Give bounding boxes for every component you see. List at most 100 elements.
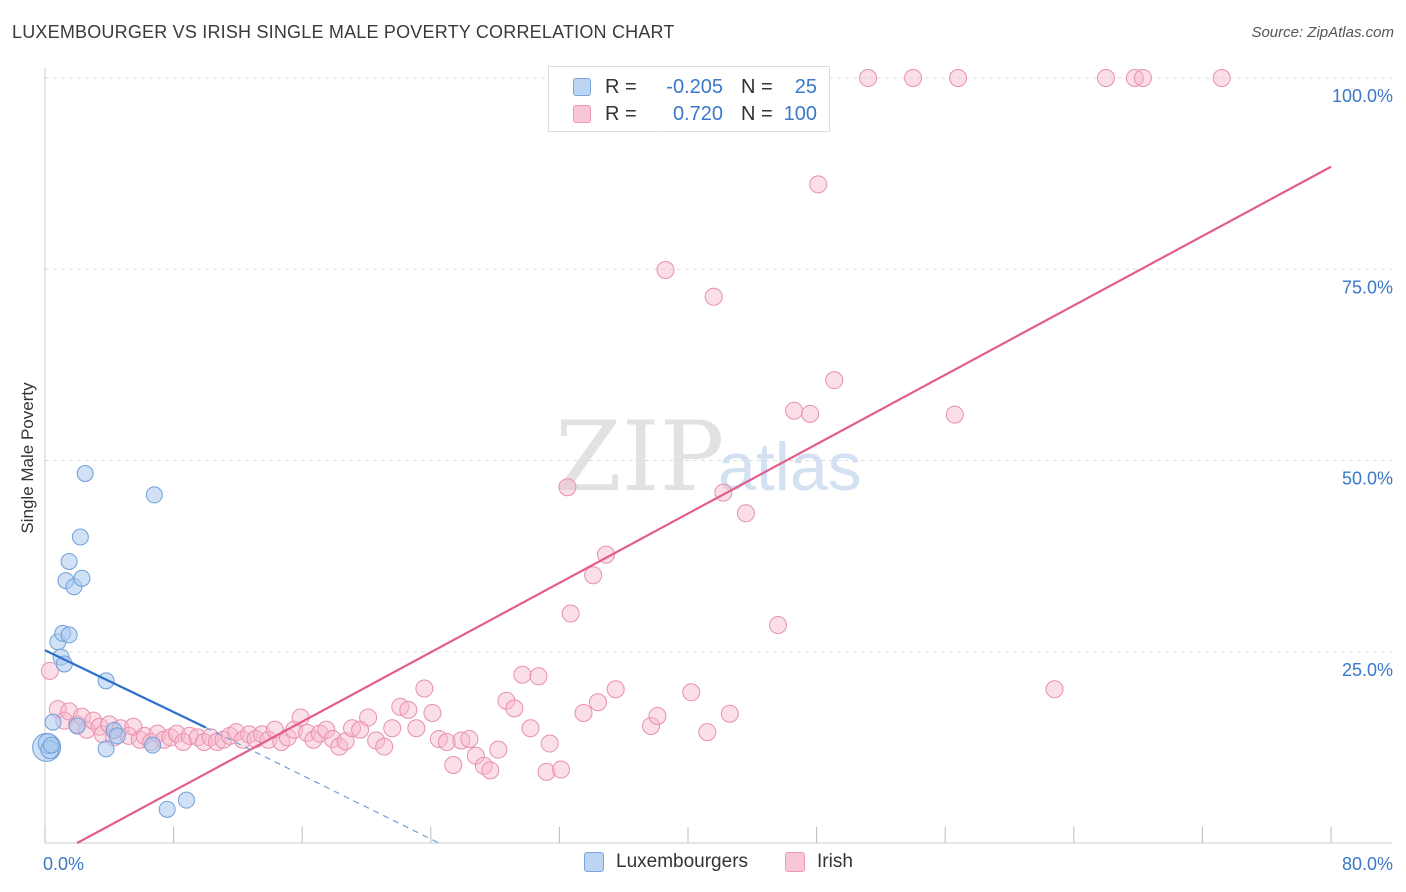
lux-point [44,713,62,731]
irish-point [298,723,317,742]
irish-point [40,661,59,680]
y-tick-label: 25.0% [1342,660,1393,680]
lux-trend-line [44,649,207,729]
irish-point [801,404,820,423]
irish-point [529,667,548,686]
irish-point [648,707,667,726]
tick-labels: 25.0% 50.0% 75.0% 100.0% 0.0% 80.0% [43,86,1393,874]
irish-point [407,719,426,738]
irish-point [588,693,607,712]
irish-point [336,732,355,751]
lux-point [177,791,195,809]
lux-point [158,800,176,818]
irish-point [904,69,923,87]
irish-point [1045,680,1064,699]
irish-point [540,734,559,753]
irish-point [481,761,500,780]
legend-r-label: R = [605,75,637,98]
x-tick-label: 80.0% [1342,854,1393,874]
irish-point [460,729,479,748]
lux-point [97,672,115,690]
irish-points [40,69,1231,781]
watermark-zip: ZIP [555,401,724,513]
y-tick-label: 75.0% [1342,277,1393,297]
irish-point [825,371,844,390]
irish-point [505,699,524,718]
irish-point [375,737,394,756]
watermark-atlas: atlas [718,429,862,505]
lux-point [71,528,89,546]
irish-point [949,69,968,87]
irish-point [474,756,493,775]
trend-lines [44,165,1332,844]
legend-row-irish: R = 0.720 N = 100 [573,100,817,128]
irish-point [704,287,723,306]
grid [45,77,1392,653]
irish-point [240,725,259,744]
legend-n-label: N = [741,75,773,98]
legend-item-luxembourgers[interactable]: Luxembourgers [584,851,748,873]
irish-point [584,566,603,585]
irish-point [1212,69,1231,87]
legend-label-irish: Irish [817,851,853,872]
irish-point [736,504,755,523]
lux-point [42,736,60,754]
irish-point [682,683,701,702]
irish-point [552,760,571,779]
irish-point [859,69,878,87]
irish-point [656,261,675,280]
lux-point [144,736,162,754]
irish-point [1096,69,1115,87]
irish-point [383,719,402,738]
legend-item-irish[interactable]: Irish [785,851,853,873]
irish-point [720,704,739,723]
irish-point [574,703,593,722]
legend-r-label: R = [605,102,637,125]
irish-point [513,665,532,684]
legend-r-value: -0.205 [666,75,723,98]
irish-point [606,680,625,699]
irish-point [489,740,508,759]
legend-swatch-lux [584,852,604,872]
irish-point [558,478,577,497]
irish-point [188,728,207,747]
y-tick-label: 100.0% [1332,86,1393,106]
legend-label-lux: Luxembourgers [616,851,749,872]
irish-point [1133,69,1152,87]
legend-swatch-lux [573,78,591,96]
lux-point [73,569,91,587]
watermark: ZIP atlas [555,401,862,513]
lux-point [97,740,115,758]
chart-title: LUXEMBOURGER VS IRISH SINGLE MALE POVERT… [12,22,675,42]
lux-point [68,717,86,735]
irish-point [415,679,434,698]
lux-point [76,465,94,483]
irish-point [809,175,828,194]
lux-point [60,626,78,644]
legend-swatch-irish [573,105,591,123]
irish-point [561,604,580,623]
axes [44,68,1392,844]
legend-r-value: 0.720 [672,102,723,125]
irish-point [195,733,214,752]
irish-point [317,720,336,739]
irish-point [399,700,418,719]
lux-point [145,486,163,504]
irish-point [785,401,804,420]
legend-row-lux: R = -0.205 N = 25 [573,73,817,101]
irish-point [769,615,788,634]
irish-point [945,405,964,424]
legend-swatch-irish [785,852,805,872]
irish-point [359,708,378,727]
lux-point [108,727,126,745]
legend-n-value: 25 [794,75,817,98]
lux-points [32,465,195,818]
irish-point [437,733,456,752]
irish-point [521,719,540,738]
irish-point [423,703,442,722]
irish-point [642,716,661,735]
lux-point [60,552,78,570]
y-tick-label: 50.0% [1342,469,1393,489]
stats-legend: R = -0.205 N = 25 R = 0.720 N = 100 [548,66,830,132]
irish-point [537,762,556,781]
